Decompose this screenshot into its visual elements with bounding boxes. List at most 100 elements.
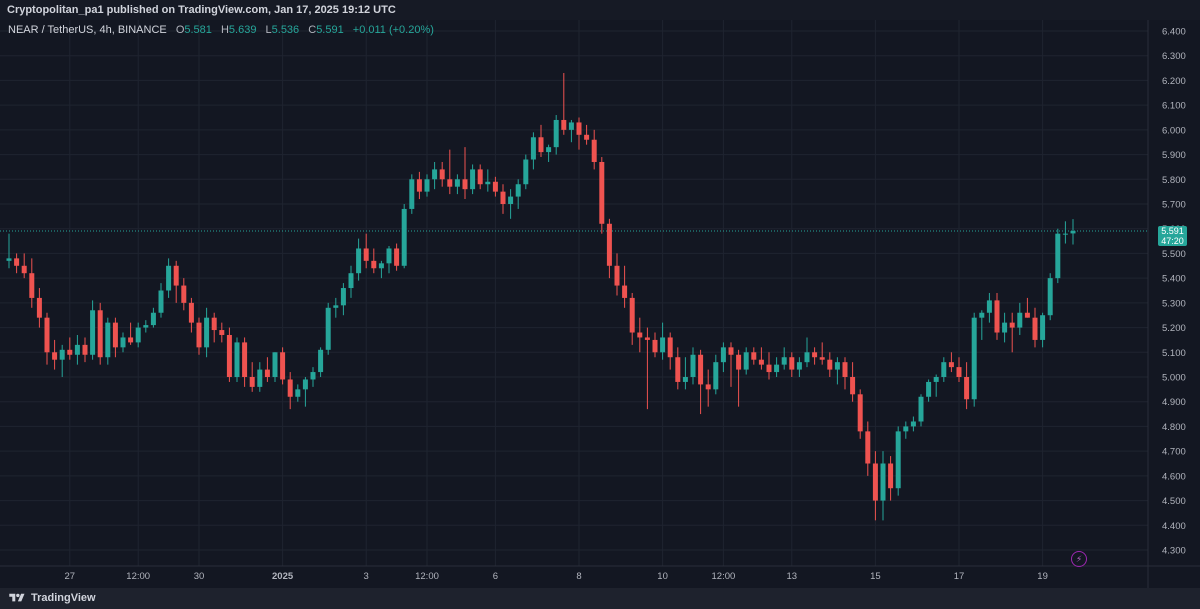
candle-body [789, 357, 795, 370]
candle-body [378, 263, 384, 269]
candle-body [462, 179, 468, 190]
candle-up [310, 367, 316, 387]
candle-body [553, 119, 559, 148]
candle-up [971, 312, 977, 407]
candle-up [553, 115, 559, 155]
candle-down [667, 332, 673, 370]
candle-body [872, 463, 878, 501]
candle-up [660, 322, 666, 360]
candle-up [781, 347, 787, 370]
candle-body [424, 179, 430, 192]
candle-body [166, 265, 172, 291]
candle-up [910, 416, 916, 432]
y-tick-label: 4.600 [1162, 471, 1186, 482]
candle-body [219, 330, 225, 335]
candle-up [432, 161, 438, 190]
candle-down [264, 357, 270, 382]
candle-up [340, 283, 346, 316]
candle-up [158, 283, 164, 318]
candle-up [166, 258, 172, 298]
candle-down [606, 218, 612, 279]
tradingview-brand: TradingView [31, 592, 96, 604]
candle-down [363, 233, 369, 269]
lightning-icon[interactable]: ⚡ [1071, 551, 1087, 567]
candle-down [211, 312, 217, 343]
candle-up [234, 337, 240, 382]
candle-down [416, 171, 422, 200]
candle-down [872, 451, 878, 521]
candle-up [941, 357, 947, 382]
candle-body [302, 379, 308, 390]
candle-up [257, 362, 263, 392]
candle-down [705, 369, 711, 407]
candle-down [173, 260, 179, 303]
candle-body [90, 310, 96, 355]
candle-down [394, 243, 400, 271]
candle-body [690, 354, 696, 377]
candle-up [1040, 312, 1046, 348]
publisher-text: Cryptopolitan_pa1 published on TradingVi… [7, 4, 396, 16]
candle-up [926, 379, 932, 402]
candle-body [1062, 233, 1068, 235]
candle-body [1017, 312, 1023, 328]
y-tick-label: 6.000 [1162, 125, 1186, 136]
close-value: 5.591 [316, 24, 344, 36]
candle-up [59, 344, 65, 377]
candle-body [888, 463, 894, 489]
candle-down [599, 157, 605, 234]
x-tick-label: 3 [364, 571, 369, 582]
candle-body [67, 349, 73, 355]
y-tick-label: 5.300 [1162, 298, 1186, 309]
candle-down [728, 342, 734, 387]
candle-body [348, 273, 354, 289]
candle-up [986, 292, 992, 323]
y-tick-label: 5.000 [1162, 373, 1186, 384]
candle-down [584, 124, 590, 145]
candle-body [979, 312, 985, 318]
x-tick-label: 19 [1037, 571, 1048, 582]
candle-body [895, 431, 901, 489]
candle-body [340, 288, 346, 306]
candle-down [44, 312, 50, 365]
candle-body [561, 119, 567, 130]
candle-body [971, 317, 977, 400]
candle-up [804, 337, 810, 368]
candle-body [432, 169, 438, 180]
candle-body [804, 352, 810, 363]
x-tick-label: 12:00 [415, 571, 439, 582]
candle-down [827, 352, 833, 377]
high-value: 5.639 [228, 24, 257, 36]
candle-body [6, 258, 12, 261]
x-tick-label: 17 [954, 571, 965, 582]
candle-down [249, 362, 255, 392]
candle-body [941, 362, 947, 377]
candle-down [964, 362, 970, 410]
candle-body [956, 367, 962, 377]
candle-down [462, 147, 468, 200]
candle-body [1047, 278, 1053, 316]
candle-down [477, 164, 483, 190]
candle-up [150, 307, 156, 328]
candle-up [933, 374, 939, 397]
x-tick-label: 2025 [272, 571, 294, 582]
candle-body [652, 339, 658, 353]
candle-body [675, 357, 681, 382]
tradingview-logo[interactable]: TradingView [7, 592, 96, 604]
candle-down [181, 278, 187, 311]
candle-body [264, 369, 270, 377]
candle-body [614, 265, 620, 286]
candle-body [918, 396, 924, 422]
candle-body [834, 362, 840, 370]
candle-body [318, 349, 324, 373]
y-tick-label: 4.800 [1162, 422, 1186, 433]
candle-body [948, 362, 954, 368]
candle-up [356, 238, 362, 281]
candle-body [926, 381, 932, 397]
candle-body [454, 179, 460, 187]
candle-body [204, 317, 210, 348]
candle-down [1009, 312, 1015, 353]
candlestick-chart[interactable]: 6.400 6.300 6.200 6.100 6.000 5.900 5.800 5.700… [0, 20, 1200, 588]
candle-up [880, 451, 886, 521]
candle-up [90, 300, 96, 360]
candle-down [21, 253, 27, 279]
